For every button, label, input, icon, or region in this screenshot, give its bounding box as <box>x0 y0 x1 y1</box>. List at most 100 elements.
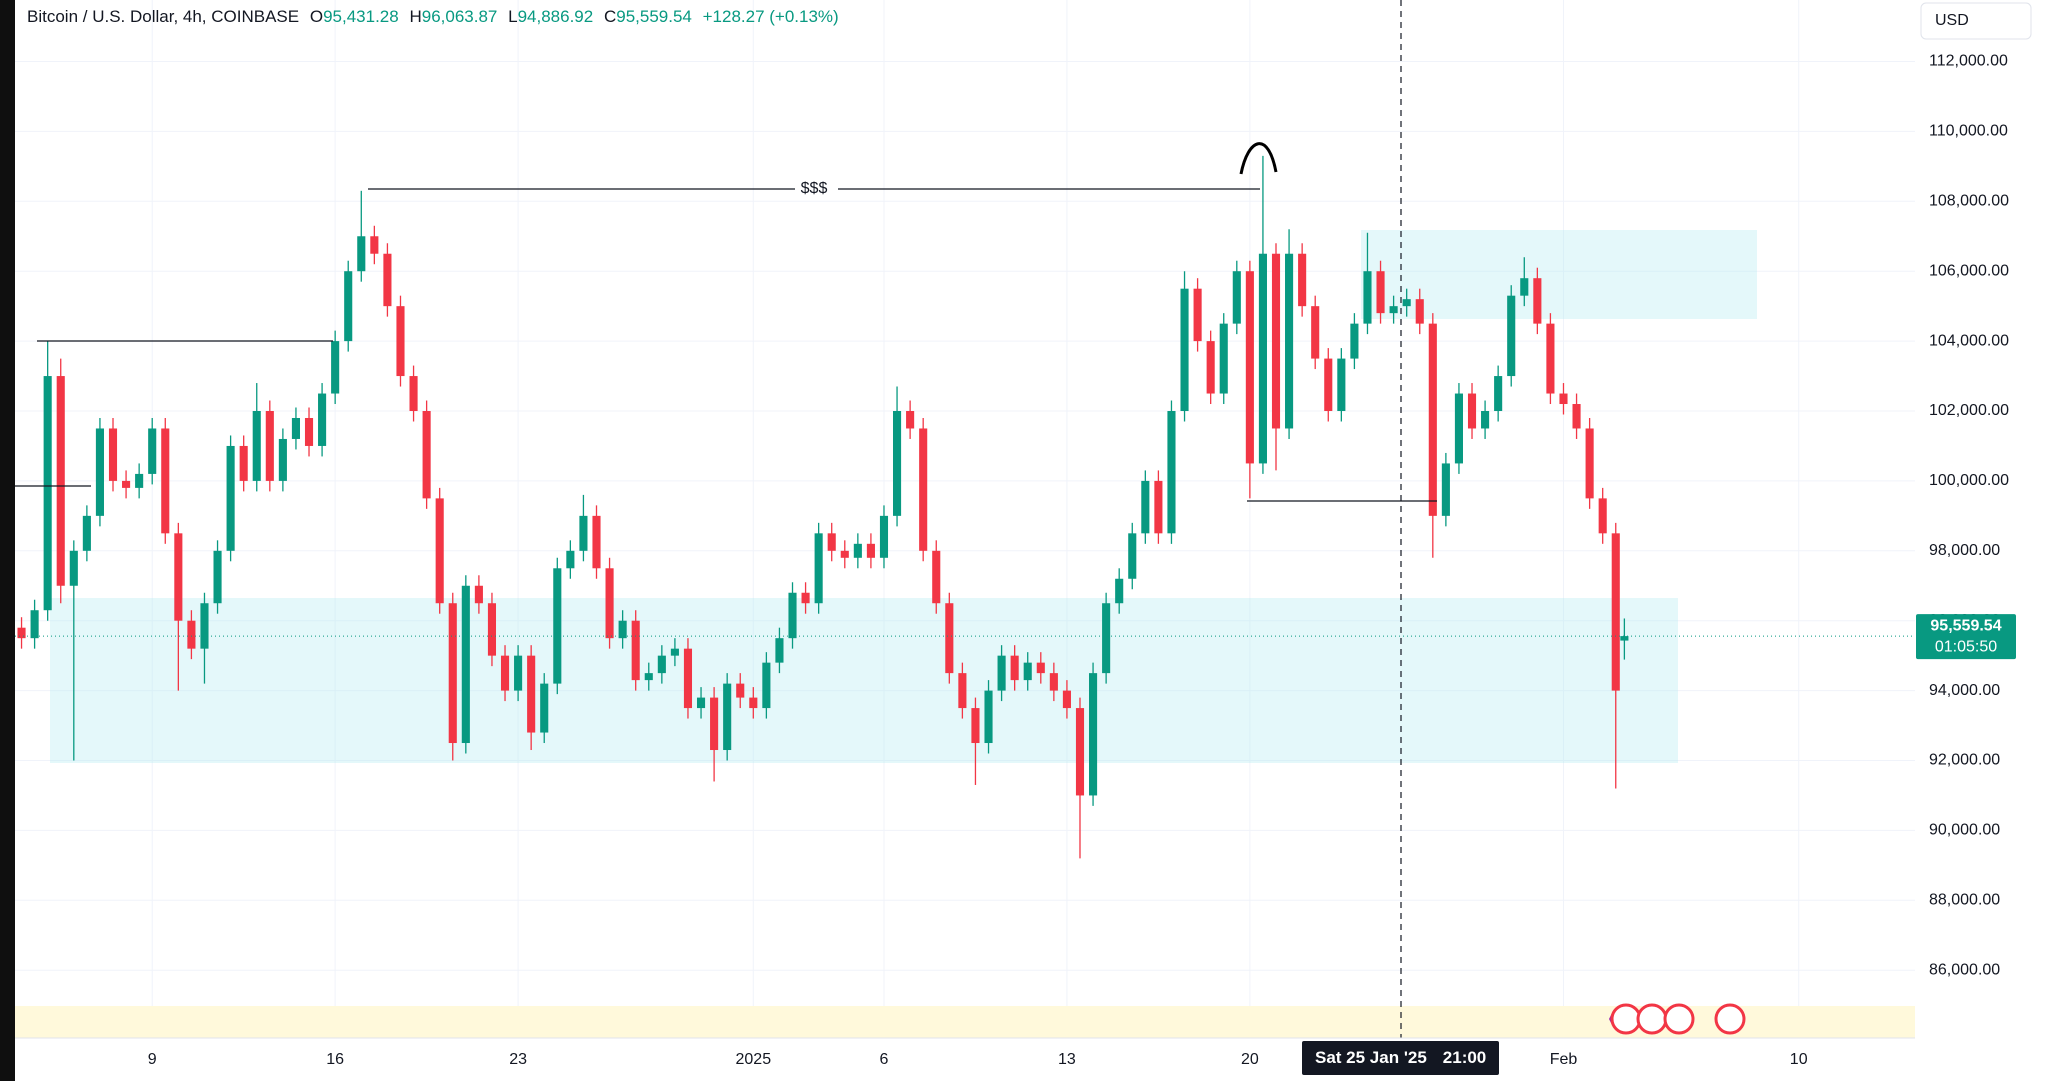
grid <box>15 0 1915 1038</box>
candle-body <box>56 376 65 586</box>
candle-body <box>213 550 222 604</box>
crosshair-label: Sat 25 Jan '25 21:00 <box>1315 1048 1486 1067</box>
candle-body <box>1507 295 1516 377</box>
ohlc-key: C <box>604 7 616 26</box>
candle-body <box>318 393 327 446</box>
x-tick-label: 13 <box>1058 1051 1076 1068</box>
candle-body <box>461 585 470 744</box>
y-tick-label: 112,000.00 <box>1929 53 2008 70</box>
candle-body <box>409 376 418 412</box>
y-tick-label: 108,000.00 <box>1929 193 2009 210</box>
candle-body <box>1481 411 1490 429</box>
candle-body <box>1324 358 1333 412</box>
candle-body <box>514 655 523 691</box>
candle-body <box>1219 323 1228 394</box>
ohlc-value: 95,559.54 <box>616 7 692 26</box>
x-tick-label: 20 <box>1241 1051 1259 1068</box>
last-price-label: 95,559.54 <box>1930 617 2001 634</box>
events-band <box>15 1006 1915 1038</box>
candle-body <box>1620 636 1629 641</box>
candle-body <box>1180 288 1189 412</box>
y-tick-label: 88,000.00 <box>1929 892 2000 909</box>
candle-body <box>892 411 902 516</box>
candle-body <box>1167 411 1176 534</box>
candle-body <box>1141 480 1150 534</box>
candle-body <box>1102 603 1111 674</box>
left-edge <box>0 0 15 1081</box>
candle-body <box>30 610 39 639</box>
event-flag[interactable] <box>1610 1003 1642 1035</box>
y-tick-label: 94,000.00 <box>1929 682 2000 699</box>
candle-body <box>1428 323 1437 516</box>
currency-button[interactable] <box>1920 2 2032 40</box>
candle-body <box>840 550 849 558</box>
header: Bitcoin / U.S. Dollar, 4h, COINBASE O95,… <box>27 7 839 26</box>
candle-body <box>1036 662 1045 674</box>
candle-body <box>670 648 679 656</box>
candle-body <box>1520 278 1529 296</box>
y-tick-label: 102,000.00 <box>1929 402 2009 419</box>
top-arc <box>1239 142 1278 175</box>
candle-body <box>553 568 562 684</box>
candle-body <box>853 543 862 558</box>
candle-body <box>827 533 836 551</box>
candle-body <box>945 603 954 674</box>
axes: 86,000.00 88,000.00 90,000.00 92,000.00 94,0… <box>148 53 2016 1068</box>
candle-body <box>1441 463 1450 516</box>
candle-body <box>200 603 209 649</box>
candle-body <box>304 417 314 446</box>
candle-body <box>1546 323 1555 394</box>
last-price-box <box>1916 614 2016 660</box>
candle-body <box>95 428 104 516</box>
candle-body <box>696 697 706 709</box>
y-tick-label: 110,000.00 <box>1929 123 2008 140</box>
candle-body <box>17 627 26 639</box>
y-tick-label: 90,000.00 <box>1929 822 2000 839</box>
candle-body <box>383 253 392 307</box>
candle-body <box>736 683 745 698</box>
candle-body <box>1010 655 1019 681</box>
candle-body <box>135 473 144 488</box>
y-tick-label: 100,000.00 <box>1929 472 2009 489</box>
candle-body <box>1245 271 1254 464</box>
candle-body <box>762 662 771 709</box>
candle-body <box>1271 253 1281 429</box>
candle-body <box>710 697 719 751</box>
change: +128.27 (+0.13%) <box>703 7 839 26</box>
candle-body <box>1350 323 1359 359</box>
candle-body <box>749 697 758 709</box>
ohlc-value: 94,886.92 <box>518 7 594 26</box>
x-tick-label: 10 <box>1790 1051 1808 1068</box>
candle-body <box>252 411 261 481</box>
candle-body <box>1285 253 1294 429</box>
candle-body <box>1389 306 1398 314</box>
candle-body <box>1115 578 1124 604</box>
candle-body <box>527 655 536 733</box>
candle-body <box>1075 708 1085 796</box>
candle-body <box>1232 271 1241 324</box>
x-tick-label: Feb <box>1550 1051 1578 1068</box>
candle-body <box>801 592 810 604</box>
candle-body <box>422 411 431 499</box>
candle-body <box>1062 690 1071 709</box>
supply-zone <box>1361 230 1757 319</box>
candle-body <box>278 438 287 481</box>
y-tick-label: 86,000.00 <box>1929 961 2000 978</box>
candle-body <box>788 592 797 639</box>
candle-body <box>644 673 653 681</box>
candle-body <box>1559 393 1568 405</box>
candle-body <box>566 550 575 569</box>
candle-body <box>919 428 928 551</box>
candle-body <box>226 445 235 551</box>
y-tick-label: 106,000.00 <box>1929 262 2009 279</box>
event-flag[interactable] <box>1636 1003 1668 1035</box>
candle-body <box>1585 428 1594 499</box>
candle-body <box>1193 288 1202 342</box>
candle-body <box>958 673 967 709</box>
event-flag[interactable] <box>1714 1003 1746 1035</box>
ohlc-value: 95,431.28 <box>323 7 399 26</box>
event-flag[interactable] <box>1663 1003 1695 1035</box>
candle-body <box>1611 533 1620 691</box>
